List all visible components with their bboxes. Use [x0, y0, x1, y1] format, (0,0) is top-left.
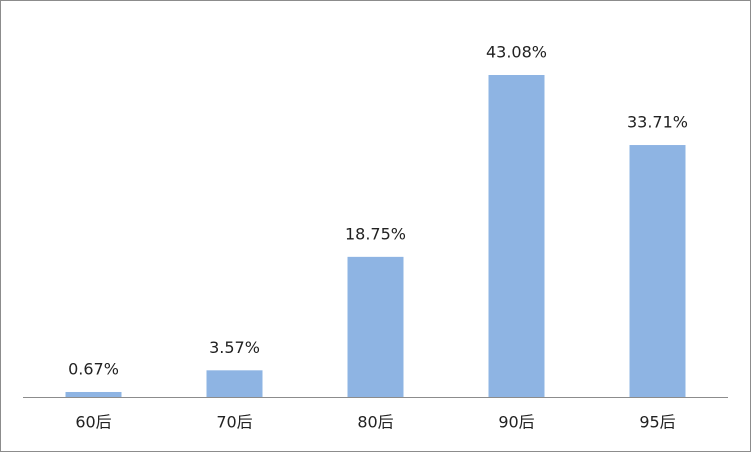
x-tick-label: 60后 [75, 413, 111, 432]
x-tick-label: 80后 [357, 413, 393, 432]
bar [65, 391, 122, 397]
bar [488, 75, 545, 397]
x-tick-label: 70后 [216, 413, 252, 432]
bar [206, 370, 263, 397]
value-label: 3.57% [209, 338, 260, 357]
value-label: 43.08% [486, 43, 547, 62]
bar [629, 145, 686, 397]
x-tick-label: 95后 [639, 413, 675, 432]
bar [347, 256, 404, 397]
x-tick-label: 90后 [498, 413, 534, 432]
value-label: 18.75% [345, 224, 406, 243]
value-label: 0.67% [68, 359, 119, 378]
value-label: 33.71% [627, 113, 688, 132]
